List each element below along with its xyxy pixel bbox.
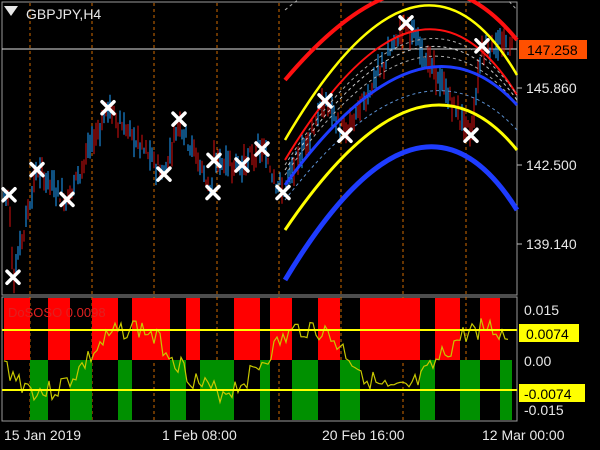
signal-markers: [1, 15, 490, 286]
lower-level-value: -0.0074: [524, 386, 572, 402]
signal-marker: [275, 184, 291, 201]
indicator-label: DoSOSO 0.0098: [8, 305, 106, 320]
price-axis: 145.860 142.500 139.140 147.258: [517, 40, 587, 252]
signal-marker: [337, 127, 353, 143]
indicator-axis: 0.015 0.0074 0.00 -0.0074 -0.015: [519, 302, 585, 418]
signal-marker: [398, 15, 414, 31]
time-label-3: 20 Feb 16:00: [322, 427, 405, 443]
indicator-tick-top: 0.015: [524, 302, 559, 318]
upper-yellow-band: [283, 4, 519, 141]
indicator-frame: [1, 296, 518, 422]
signal-marker: [254, 141, 270, 157]
time-label-1: 15 Jan 2019: [4, 427, 81, 443]
price-tick-1: 145.860: [526, 80, 577, 96]
time-axis: 15 Jan 2019 1 Feb 08:00 20 Feb 16:00 12 …: [4, 427, 565, 443]
price-tick-2: 142.500: [526, 157, 577, 173]
dotted-band-3: [284, 55, 518, 176]
price-tick-3: 139.140: [526, 236, 577, 252]
inner-blue-band: [283, 65, 519, 186]
upper-red-band: [283, 0, 519, 82]
dotted-band-1: [284, 38, 518, 166]
lower-yellow-band: [283, 103, 519, 231]
dropdown-triangle-icon[interactable]: [4, 6, 18, 16]
signal-marker: [5, 269, 21, 286]
signal-marker: [1, 187, 17, 203]
signal-marker: [59, 191, 75, 208]
oscillator-line: [3, 318, 509, 405]
upper-level-value: 0.0074: [526, 326, 569, 342]
signal-marker: [205, 184, 221, 201]
indicator-tick-zero: 0.00: [524, 353, 551, 369]
signal-marker: [100, 99, 116, 116]
lower-blue-band: [282, 144, 520, 282]
signal-marker: [234, 157, 250, 173]
signal-marker: [206, 152, 222, 169]
signal-marker: [171, 111, 187, 127]
signal-marker: [156, 166, 172, 182]
time-label-4: 12 Mar 00:00: [482, 427, 565, 443]
time-label-2: 1 Feb 08:00: [162, 427, 237, 443]
chart-title: GBPJPY,H4: [26, 6, 101, 22]
indicator-tick-bottom: -0.015: [524, 402, 564, 418]
current-price-badge: [519, 40, 587, 59]
signal-marker: [474, 38, 490, 54]
channel-bands: [282, 0, 520, 282]
signal-marker: [463, 127, 479, 143]
signal-marker: [317, 93, 333, 109]
lower-level-badge: [519, 384, 585, 402]
signal-marker: [29, 161, 45, 178]
upper-level-badge: [519, 324, 579, 342]
current-price-label: 147.258: [527, 42, 578, 58]
dotted-band-2: [284, 46, 518, 171]
